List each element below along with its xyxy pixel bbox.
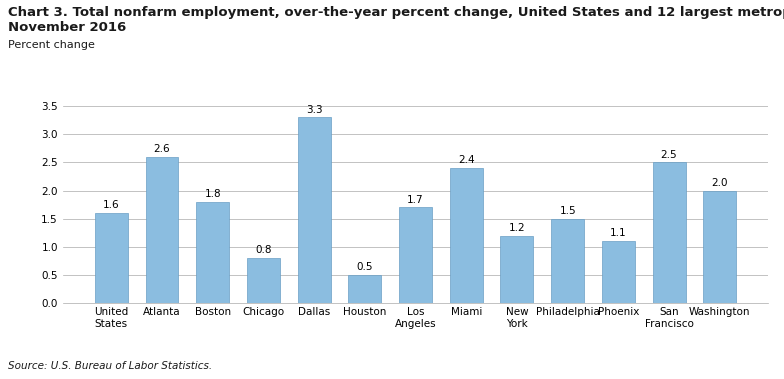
Bar	[348, 275, 381, 303]
Text: 0.8: 0.8	[255, 245, 271, 255]
Text: 1.7: 1.7	[407, 195, 424, 205]
Text: 2.6: 2.6	[154, 144, 170, 154]
Text: 1.8: 1.8	[205, 189, 221, 199]
Text: 2.0: 2.0	[712, 178, 728, 188]
Text: Chart 3. Total nonfarm employment, over-the-year percent change, United States a: Chart 3. Total nonfarm employment, over-…	[8, 6, 784, 19]
Text: Source: U.S. Bureau of Labor Statistics.: Source: U.S. Bureau of Labor Statistics.	[8, 362, 212, 371]
Text: 2.5: 2.5	[661, 150, 677, 160]
Bar	[450, 168, 483, 303]
Bar	[703, 191, 736, 303]
Bar	[95, 213, 128, 303]
Bar	[551, 219, 584, 303]
Text: 1.6: 1.6	[103, 200, 120, 210]
Bar	[399, 207, 432, 303]
Bar	[298, 117, 331, 303]
Text: 1.2: 1.2	[509, 223, 525, 233]
Bar	[602, 241, 635, 303]
Text: Percent change: Percent change	[8, 40, 95, 50]
Bar	[500, 236, 533, 303]
Bar	[196, 202, 229, 303]
Text: 3.3: 3.3	[306, 105, 322, 114]
Text: 2.4: 2.4	[458, 155, 474, 165]
Text: 1.1: 1.1	[610, 229, 626, 238]
Bar	[146, 157, 179, 303]
Text: 0.5: 0.5	[357, 262, 373, 272]
Bar	[652, 163, 685, 303]
Text: November 2016: November 2016	[8, 21, 126, 34]
Bar	[247, 258, 280, 303]
Text: 1.5: 1.5	[559, 206, 576, 216]
